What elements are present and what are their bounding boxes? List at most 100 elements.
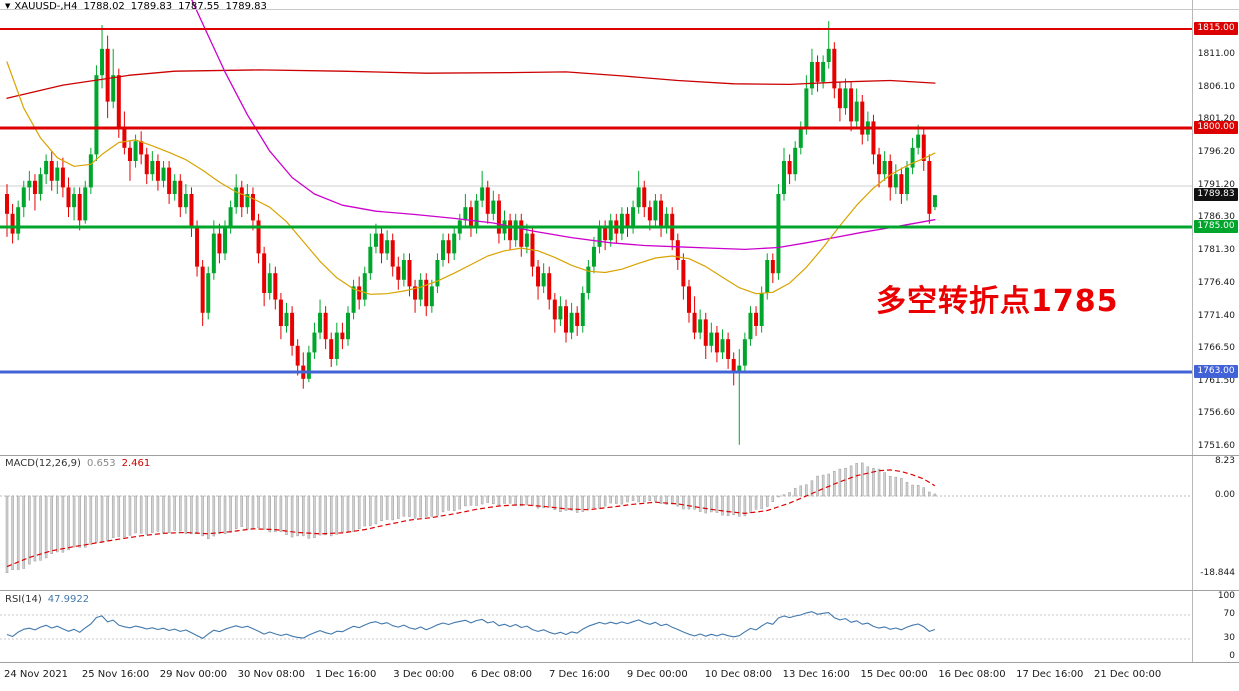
main-chart-canvas[interactable] — [0, 0, 1192, 455]
candle — [334, 322, 339, 366]
candle — [468, 200, 473, 237]
candle — [575, 306, 580, 336]
rsi-axis-label: 100 — [1217, 591, 1235, 601]
candle — [513, 213, 518, 247]
candle — [284, 302, 289, 333]
time-axis-label: 3 Dec 00:00 — [393, 669, 455, 680]
candle — [508, 213, 513, 251]
rsi-axis-label: 30 — [1223, 633, 1235, 643]
candle — [16, 200, 21, 241]
rsi-line — [6, 611, 936, 639]
candle — [625, 207, 630, 237]
rsi-axis-label: 70 — [1223, 609, 1235, 619]
candle — [804, 75, 809, 135]
candle — [312, 322, 317, 359]
macd-panel-canvas[interactable] — [0, 455, 1192, 590]
candle — [631, 200, 636, 234]
candle — [614, 213, 619, 244]
time-axis-border — [0, 662, 1239, 663]
price-axis: 1811.00 1806.10 1801.20 1796.20 1791.20 1786.… — [1193, 0, 1239, 691]
candle — [441, 233, 446, 267]
candle — [837, 81, 842, 122]
candle — [396, 256, 401, 290]
candle — [111, 48, 116, 109]
candle — [88, 147, 93, 194]
candle — [413, 279, 418, 313]
time-axis-label: 9 Dec 00:00 — [626, 669, 688, 680]
candle — [306, 345, 311, 383]
candle — [161, 161, 166, 188]
candle — [127, 141, 132, 181]
candle — [301, 352, 306, 389]
candle — [530, 227, 535, 277]
macd-indicator-label: MACD(12,26,9) 0.653 2.461 — [5, 458, 150, 469]
candle — [211, 220, 216, 280]
candle — [183, 184, 188, 214]
time-axis-label: 29 Nov 00:00 — [159, 669, 228, 680]
price-badge-1785.00: 1785.00 — [1194, 220, 1238, 233]
candle — [278, 293, 283, 340]
chart-top-border — [0, 9, 1239, 10]
price-axis-label: 1806.10 — [1197, 81, 1235, 92]
candle — [362, 266, 367, 307]
price-axis-label: 1801.20 — [1197, 114, 1235, 125]
candle — [60, 157, 65, 198]
rsi-axis-label: 0 — [1229, 651, 1235, 661]
candle — [564, 299, 568, 343]
candle — [642, 180, 647, 218]
time-axis-label: 25 Nov 16:00 — [81, 669, 150, 680]
candle — [345, 306, 350, 346]
candle — [155, 154, 160, 191]
candle — [424, 273, 429, 317]
candle — [709, 322, 714, 353]
candle — [754, 306, 759, 336]
candle — [139, 131, 144, 165]
candle — [921, 128, 926, 171]
candle — [742, 332, 747, 373]
time-axis-label: 17 Dec 16:00 — [1016, 669, 1084, 680]
price-axis-label: 1756.60 — [1197, 408, 1235, 419]
price-axis-label: 1791.20 — [1197, 180, 1235, 191]
rsi-indicator-label: RSI(14) 47.9922 — [5, 594, 89, 605]
candle — [849, 81, 854, 132]
price-axis-label: 1761.50 — [1197, 376, 1235, 387]
candle — [44, 154, 49, 185]
candle — [865, 111, 870, 142]
candle — [373, 223, 378, 254]
price-axis-label: 1766.50 — [1197, 343, 1235, 354]
panel-separator-rsi — [0, 590, 1239, 591]
candle — [759, 286, 764, 333]
candle — [636, 170, 641, 214]
candle — [586, 260, 591, 300]
time-axis-label: 6 Dec 08:00 — [471, 669, 533, 680]
candle — [664, 207, 669, 234]
candle — [692, 296, 697, 340]
candle — [172, 174, 177, 201]
symbol-info: ▼ XAUUSD-,H4 1788.02 1789.83 1787.55 1789.83 — [5, 1, 267, 12]
candle — [379, 227, 384, 264]
candle — [418, 273, 423, 307]
candle — [686, 279, 691, 323]
candle — [720, 329, 725, 359]
candle — [206, 266, 211, 320]
price-badge-1800.00: 1800.00 — [1194, 121, 1238, 134]
candle — [250, 187, 255, 231]
candle — [558, 296, 563, 326]
candle — [888, 154, 893, 201]
candle — [32, 174, 37, 211]
candle — [832, 42, 837, 99]
candle — [38, 167, 43, 201]
price-axis-border — [1192, 0, 1193, 662]
price-axis-label: 1776.40 — [1197, 277, 1235, 288]
candle — [659, 194, 664, 237]
candle — [446, 233, 451, 264]
candle — [580, 286, 585, 333]
candle — [245, 184, 250, 214]
candle — [195, 220, 200, 277]
rsi-panel-canvas[interactable] — [0, 592, 1192, 662]
candle — [5, 184, 9, 237]
moving-averages-layer — [6, 0, 936, 295]
horizontal-lines-layer — [0, 28, 1192, 374]
candle — [452, 227, 457, 260]
